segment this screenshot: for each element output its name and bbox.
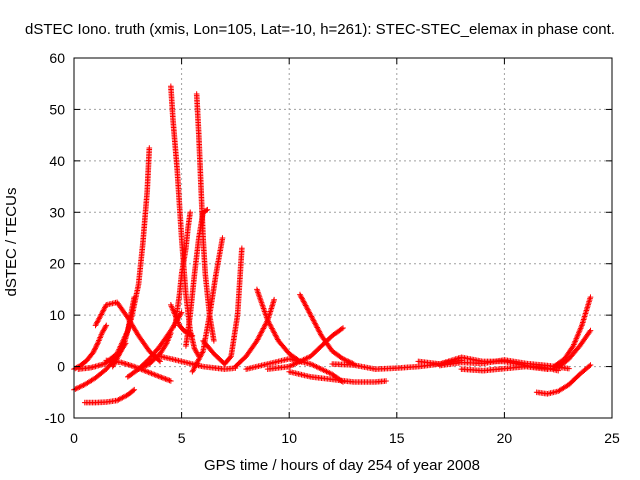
data-point — [345, 358, 352, 365]
data-point — [157, 374, 163, 380]
x-tick-label: 20 — [497, 430, 513, 446]
data-point — [165, 377, 171, 383]
data-point — [94, 341, 100, 348]
data-point — [178, 311, 184, 317]
data-point — [239, 245, 245, 252]
data-point — [156, 357, 162, 364]
series-arc-02 — [81, 386, 138, 406]
data-point — [79, 383, 85, 389]
series-arc-30 — [551, 294, 594, 370]
data-point — [271, 296, 277, 303]
series-arc-16 — [200, 245, 245, 367]
axis-ticks: 0 5 10 15 20 25 -10 0 10 20 30 40 50 60 — [45, 50, 620, 446]
y-tick-label: 30 — [49, 204, 65, 220]
x-axis-label: GPS time / hours of day 254 of year 2008 — [204, 457, 480, 474]
data-point — [93, 344, 99, 350]
data-point — [383, 378, 389, 384]
data-point — [141, 363, 147, 370]
data-point — [159, 375, 166, 381]
chart-title: dSTEC Iono. truth (xmis, Lon=105, Lat=-1… — [25, 21, 615, 38]
y-tick-label: 50 — [49, 101, 65, 117]
data-point — [189, 332, 196, 339]
series-arc-17 — [157, 353, 239, 372]
y-tick-label: 60 — [49, 50, 65, 66]
data-point — [340, 325, 346, 331]
y-tick-label: 0 — [57, 359, 65, 375]
data-point — [103, 322, 110, 329]
data-point — [586, 329, 593, 335]
data-points — [71, 83, 594, 406]
data-point — [131, 386, 138, 393]
data-point — [168, 378, 174, 384]
data-point — [340, 356, 346, 362]
data-point — [344, 357, 350, 364]
y-tick-label: -10 — [45, 410, 65, 426]
data-point — [91, 346, 98, 353]
data-point — [75, 384, 81, 391]
data-point — [187, 209, 194, 216]
data-point — [92, 345, 99, 352]
y-axis-label: dSTEC / TECUs — [3, 188, 20, 297]
data-point — [135, 366, 142, 372]
data-point — [91, 348, 97, 354]
data-point — [102, 323, 109, 330]
data-point — [566, 365, 572, 372]
data-point — [227, 354, 233, 361]
data-point — [72, 386, 79, 392]
data-point — [204, 206, 211, 213]
data-point — [142, 363, 149, 369]
series-arc-21 — [297, 291, 357, 367]
data-point — [161, 375, 167, 382]
data-point — [339, 326, 345, 332]
data-point — [138, 365, 145, 371]
series-arc-27 — [458, 363, 551, 374]
series-arc-23 — [286, 368, 389, 385]
data-point — [168, 330, 174, 336]
series-arc-19 — [254, 286, 303, 365]
data-point — [90, 349, 97, 355]
x-tick-label: 15 — [389, 430, 405, 446]
data-point — [203, 207, 210, 214]
x-tick-label: 25 — [604, 430, 620, 446]
x-tick-label: 5 — [178, 430, 186, 446]
data-point — [93, 343, 100, 349]
series-arc-28 — [533, 362, 594, 397]
data-point — [146, 145, 153, 151]
data-point — [162, 376, 169, 382]
series-arc-14 — [183, 206, 211, 349]
plot-frame — [73, 57, 613, 419]
data-point — [587, 362, 594, 368]
series-arc-06 — [109, 145, 153, 370]
x-tick-label: 0 — [70, 430, 78, 446]
data-point — [219, 235, 226, 241]
data-point — [143, 362, 150, 369]
data-point — [166, 377, 173, 384]
y-tick-label: 20 — [49, 256, 65, 272]
series-arc-22 — [264, 325, 346, 372]
data-point — [586, 363, 593, 369]
x-tick-label: 10 — [281, 430, 297, 446]
data-point — [211, 338, 217, 344]
data-point — [77, 383, 84, 390]
data-point — [73, 385, 80, 392]
data-point — [139, 364, 146, 371]
data-point — [178, 309, 185, 316]
data-point — [587, 327, 594, 334]
series-arc-13 — [193, 91, 217, 344]
series-arc-12 — [172, 209, 194, 329]
series-arc-18 — [232, 296, 277, 370]
data-point — [587, 294, 594, 300]
series-arc-15 — [189, 235, 226, 375]
data-point — [158, 374, 165, 381]
data-point — [137, 365, 143, 372]
data-point — [341, 356, 348, 363]
data-point — [157, 358, 163, 365]
data-point — [76, 384, 83, 390]
y-tick-label: 40 — [49, 153, 65, 169]
y-tick-label: 10 — [49, 307, 65, 323]
data-point — [130, 387, 136, 394]
data-point — [164, 376, 170, 383]
